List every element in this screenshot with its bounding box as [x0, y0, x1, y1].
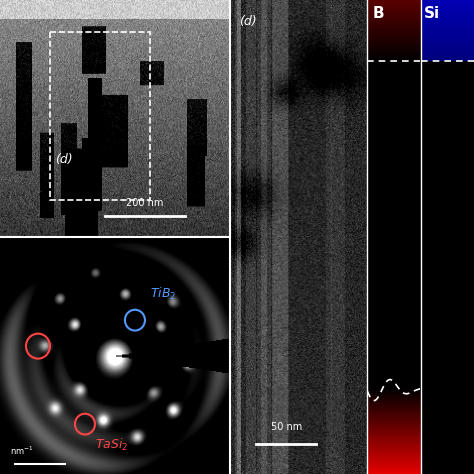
Text: TiB$_2$: TiB$_2$ [150, 286, 176, 302]
Text: (d): (d) [239, 15, 257, 28]
Text: (d): (d) [55, 153, 73, 166]
Text: 200 nm: 200 nm [126, 198, 164, 208]
Bar [50, 32, 150, 200]
Text: 50 nm: 50 nm [271, 422, 302, 432]
Text: nm$^{-1}$: nm$^{-1}$ [10, 445, 34, 457]
Text: B: B [373, 6, 384, 21]
Text: Si: Si [424, 6, 440, 21]
Text: TaSi$_2$: TaSi$_2$ [95, 437, 128, 453]
